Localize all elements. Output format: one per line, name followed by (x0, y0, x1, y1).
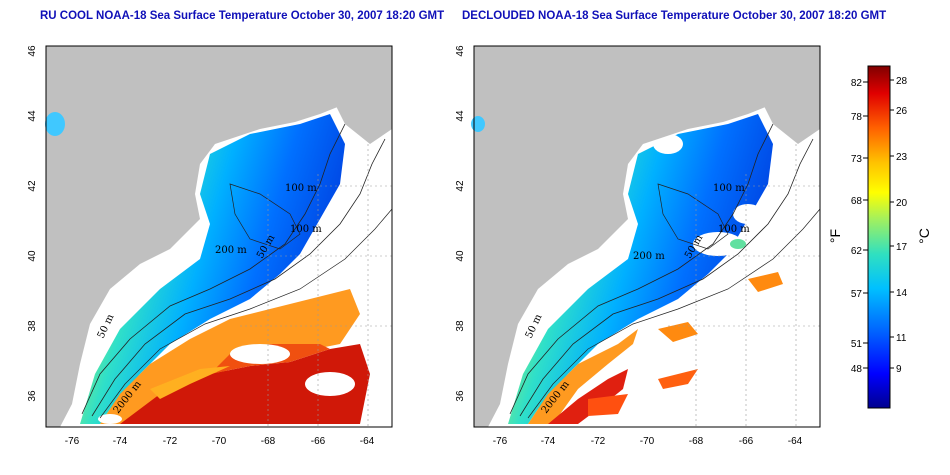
svg-text:36: 36 (455, 390, 466, 402)
svg-text:40: 40 (455, 250, 466, 262)
right-map-title: DECLOUDED NOAA-18 Sea Surface Temperatur… (462, 10, 887, 22)
svg-text:17: 17 (896, 242, 908, 253)
svg-text:38: 38 (27, 320, 38, 332)
svg-text:51: 51 (851, 339, 863, 350)
land (474, 46, 820, 427)
svg-text:-74: -74 (113, 436, 128, 447)
left-map-title: RU COOL NOAA-18 Sea Surface Temperature … (40, 10, 445, 22)
lon-axis: -76 -74 -72 -70 -68 -66 -64 (65, 436, 375, 447)
shelf-water (80, 114, 345, 424)
svg-text:-68: -68 (689, 436, 704, 447)
svg-text:-74: -74 (541, 436, 556, 447)
svg-text:11: 11 (896, 333, 907, 344)
colorbar-fahrenheit-ticks: 82 78 73 68 62 57 51 48 (851, 78, 863, 375)
colorbar-gradient (867, 65, 891, 409)
svg-text:14: 14 (896, 288, 908, 299)
svg-text:82: 82 (851, 78, 863, 89)
isobath-label: 100 m (285, 183, 317, 194)
gulf-stream (120, 344, 370, 424)
lat-axis: 36 38 40 42 44 46 (455, 45, 466, 402)
isobath-label: 200 m (633, 251, 665, 262)
svg-text:42: 42 (27, 180, 38, 192)
svg-text:42: 42 (455, 180, 466, 192)
svg-text:-72: -72 (163, 436, 178, 447)
svg-text:20: 20 (896, 198, 908, 209)
left-sst-map: 50 m 100 m 100 m 200 m 2000 m 50 m -76 -… (27, 45, 393, 447)
isobath-label: 100 m (713, 183, 745, 194)
svg-text:44: 44 (27, 110, 38, 122)
svg-text:48: 48 (851, 364, 863, 375)
svg-text:-68: -68 (261, 436, 276, 447)
svg-text:26: 26 (896, 106, 908, 117)
svg-text:78: 78 (851, 112, 863, 123)
svg-text:38: 38 (455, 320, 466, 332)
svg-text:-64: -64 (360, 436, 375, 447)
svg-text:28: 28 (896, 76, 908, 87)
svg-text:23: 23 (896, 152, 908, 163)
svg-text:9: 9 (896, 364, 902, 375)
svg-text:-70: -70 (212, 436, 227, 447)
svg-text:62: 62 (851, 246, 863, 257)
svg-text:-76: -76 (493, 436, 508, 447)
svg-text:-64: -64 (788, 436, 803, 447)
colorbar-unit-fahrenheit: °F (827, 228, 844, 244)
svg-text:-70: -70 (640, 436, 655, 447)
svg-text:40: 40 (27, 250, 38, 262)
lon-axis: -76 -74 -72 -70 -68 -66 -64 (493, 436, 803, 447)
colorbar: 82 78 73 68 62 57 51 48 28 26 23 20 17 1… (851, 65, 908, 409)
colorbar-celsius-ticks: 28 26 23 20 17 14 11 9 (896, 76, 908, 375)
svg-text:-66: -66 (739, 436, 754, 447)
isobath-label: 100 m (290, 224, 322, 235)
svg-text:44: 44 (455, 110, 466, 122)
land (46, 46, 392, 427)
svg-text:-76: -76 (65, 436, 80, 447)
isobath-label: 100 m (718, 224, 750, 235)
svg-text:57: 57 (851, 289, 863, 300)
svg-text:36: 36 (27, 390, 38, 402)
shelf-water (508, 114, 773, 424)
svg-text:46: 46 (455, 45, 466, 57)
svg-text:-72: -72 (591, 436, 606, 447)
isobath-label: 200 m (215, 245, 247, 256)
lat-axis: 36 38 40 42 44 46 (27, 45, 38, 402)
right-sst-map: 50 m 100 m 100 m 200 m 2000 m 50 m -76 -… (455, 45, 821, 447)
svg-text:-66: -66 (311, 436, 326, 447)
svg-text:73: 73 (851, 154, 863, 165)
svg-text:68: 68 (851, 196, 863, 207)
svg-text:46: 46 (27, 45, 38, 57)
colorbar-unit-celsius: °C (915, 228, 932, 244)
